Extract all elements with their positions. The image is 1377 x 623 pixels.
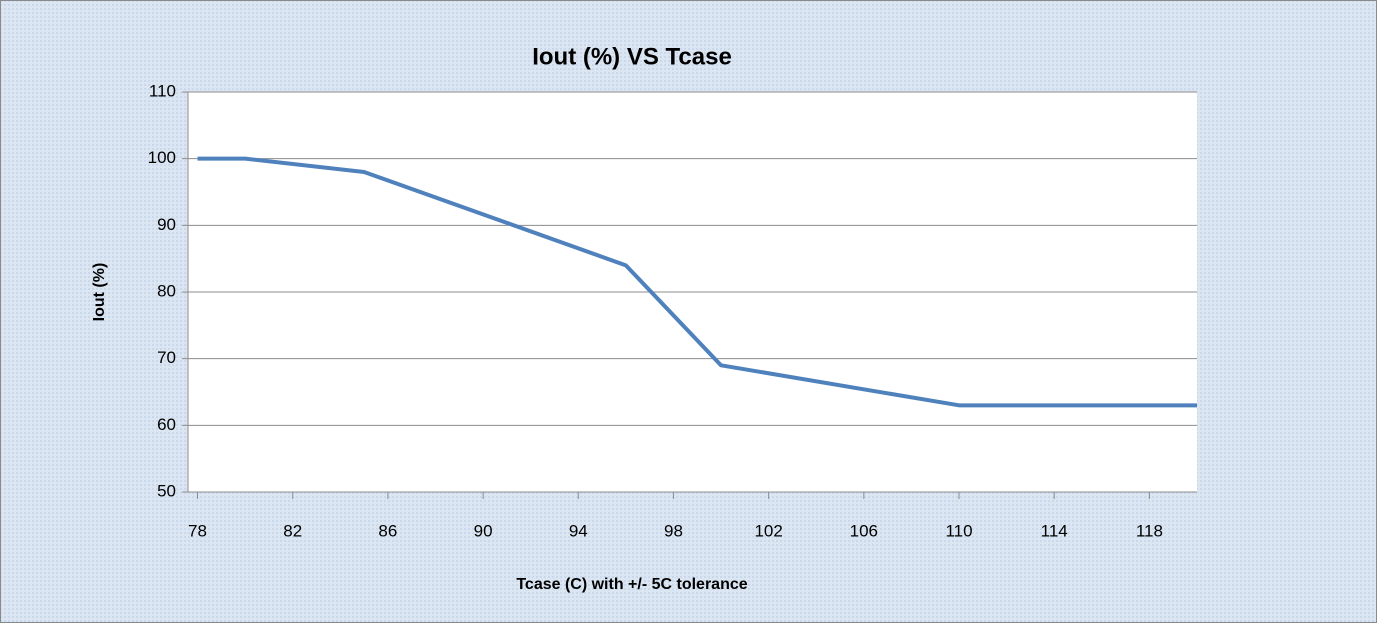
x-tick-label: 90	[474, 521, 493, 540]
y-tick-label: 90	[157, 215, 176, 234]
x-tick-label: 102	[754, 521, 782, 540]
y-tick-label: 110	[149, 81, 176, 100]
x-tick-label: 86	[378, 521, 397, 540]
x-tick-label: 106	[850, 521, 878, 540]
x-tick-label: 82	[283, 521, 302, 540]
y-axis-title: Iout (%)	[91, 263, 108, 322]
data-line	[197, 156, 1197, 408]
y-tick-label: 50	[157, 481, 176, 500]
x-tick-label: 98	[664, 521, 683, 540]
x-tick-label: 114	[1041, 521, 1068, 540]
chart-title: Iout (%) VS Tcase	[532, 43, 732, 70]
x-tick-label: 94	[569, 521, 588, 540]
x-tick-label: 110	[945, 521, 972, 540]
y-tick-label: 100	[148, 148, 176, 167]
y-tick-label: 70	[157, 348, 176, 367]
y-tick-label: 60	[157, 415, 176, 434]
y-tick-label: 80	[157, 281, 176, 300]
x-axis-title: Tcase (C) with +/- 5C tolerance	[516, 576, 747, 593]
x-tick-label: 118	[1136, 521, 1163, 540]
x-tick-label: 78	[188, 521, 207, 540]
